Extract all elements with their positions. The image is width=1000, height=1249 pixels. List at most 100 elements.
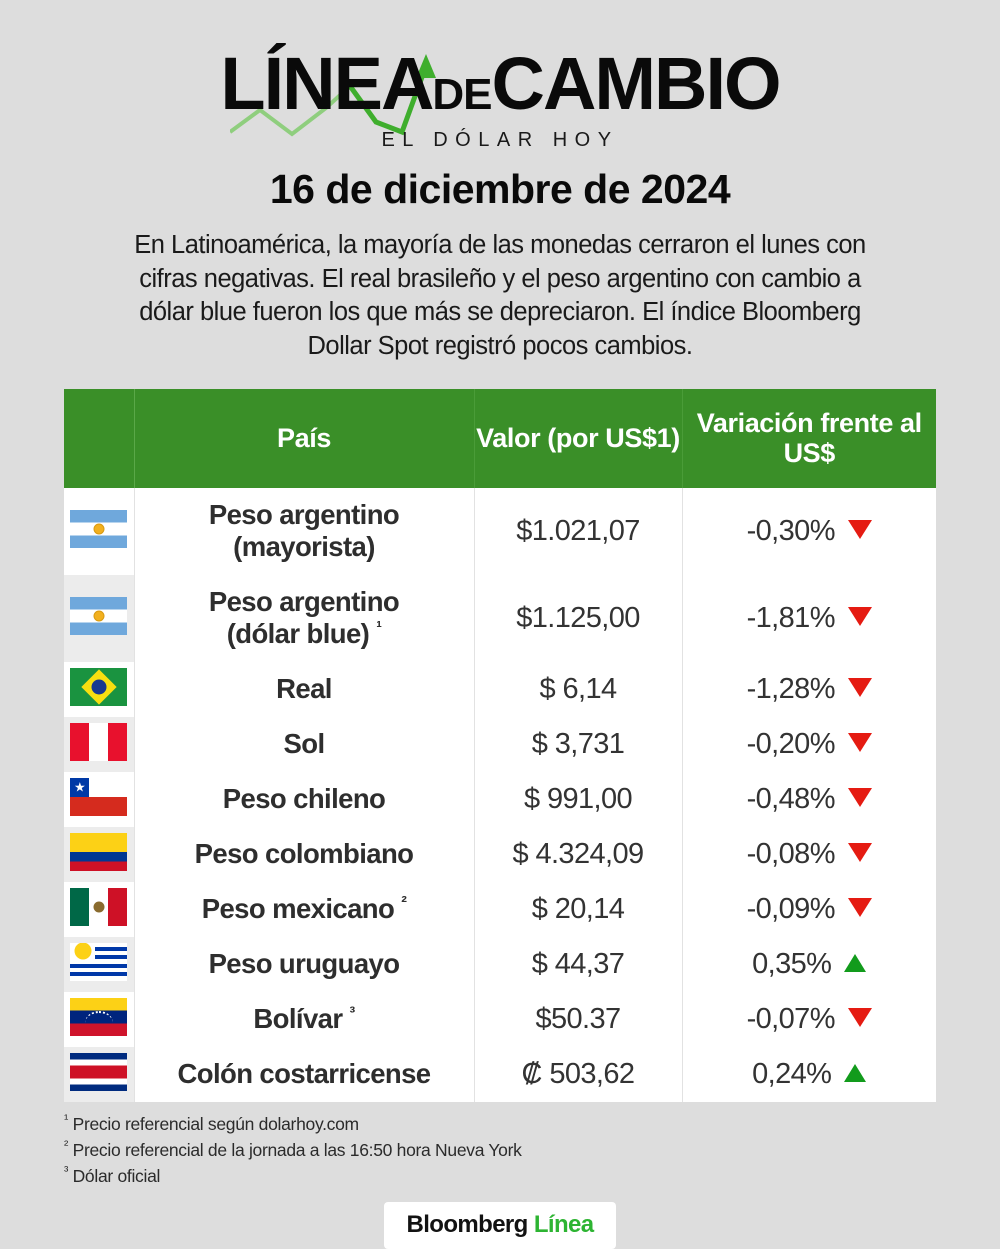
currency-variation-cell: -1,81% [682,574,936,662]
country-flag-cell [64,881,135,937]
flag-colombia-icon [70,832,128,875]
footnote-marker: ² [64,1136,69,1152]
table-row: Peso colombiano $ 4.324,09 -0,08% [64,826,936,882]
variation-value: -0,48% [746,782,836,815]
currency-value-cell: $ 20,14 [474,881,683,937]
brand-title: LÍNEADECAMBIO [220,46,781,133]
column-header-flag [64,388,135,488]
flag-chile-icon: ★ [70,777,128,820]
currency-name-cell: Bolívar ³ [134,991,475,1047]
footnote-text: Precio referencial de la jornada a las 1… [72,1139,522,1160]
variation-value: -1,28% [746,672,836,705]
arrow-down-icon [847,677,872,697]
currency-name-cell: Peso argentino (dólar blue) ¹ [134,574,475,662]
country-flag-cell [64,487,135,575]
currency-variation-cell: 0,24% [682,1046,936,1102]
flag-costa-rica-icon [70,1052,128,1095]
currency-name-cell: Peso mexicano ² [134,881,475,937]
footnote-item: ¹ Precio referencial según dolarhoy.com [64,1110,936,1136]
country-flag-cell: ★ [64,771,135,827]
currency-value-cell: $50.37 [474,991,683,1047]
bloomberg-linea-logo: Bloomberg Línea [384,1202,616,1249]
flag-venezuela-icon [70,997,128,1040]
country-flag-cell [64,826,135,882]
arrow-down-icon [847,606,872,626]
variation-value: -1,81% [746,601,836,634]
country-flag-cell [64,936,135,992]
currency-value-cell: ₡ 503,62 [474,1046,683,1102]
currency-name-cell: Peso uruguayo [134,936,475,992]
summary-description: En Latinoamérica, la mayoría de las mone… [134,231,866,360]
currency-value-cell: $ 4.324,09 [474,826,683,882]
brand-subtitle: EL DÓLAR HOY [381,129,619,151]
currency-name-cell: Colón costarricense [134,1046,475,1102]
currency-name-cell: Real [134,661,475,717]
variation-value: 0,24% [752,1057,832,1090]
column-header-variation: Variación frente al US$ [682,388,936,488]
currency-value-cell: $ 3,731 [474,716,683,772]
table-row: Peso mexicano ² $ 20,14 -0,09% [64,881,936,937]
currency-value-cell: $1.125,00 [474,574,683,662]
currency-table-container: País Valor (por US$1) Variación frente a… [64,388,936,1102]
currency-name-cell: Sol [134,716,475,772]
flag-mexico-icon [70,887,128,930]
flag-argentina-icon [70,509,128,552]
currency-variation-cell: -0,07% [682,992,936,1047]
arrow-down-icon [847,519,872,539]
flag-uruguay-icon [70,942,128,985]
currency-value-cell: $ 991,00 [474,771,683,827]
table-row: Peso argentino (dólar blue) ¹ $1.125,00 -1,… [64,574,936,662]
currency-variation-cell: -0,30% [682,488,936,575]
arrow-up-icon [844,953,867,972]
footnote-item: ² Precio referencial de la jornada a las… [64,1136,936,1162]
currency-name-cell: Peso colombiano [134,826,475,882]
variation-value: 0,35% [752,947,832,980]
variation-value: -0,08% [746,837,836,870]
arrow-down-icon [847,842,872,862]
table-body: Peso argentino (mayorista) $1.021,07 -0,30%… [64,487,936,1102]
currency-variation-cell: -1,28% [682,662,936,717]
currency-variation-cell: 0,35% [682,936,936,992]
footnote-text: Precio referencial según dolarhoy.com [72,1113,360,1134]
country-flag-cell [64,661,135,717]
flag-argentina-icon [70,596,128,639]
currency-table: País Valor (por US$1) Variación frente a… [64,388,936,1102]
table-row: Real $ 6,14 -1,28% [64,661,936,717]
arrow-down-icon [847,1007,872,1027]
variation-value: -0,30% [746,514,836,547]
brand-title-linea: LÍNEA [220,42,434,125]
brand-wordmark: LÍNEADECAMBIO [220,46,782,137]
footnote-marker: ¹ [64,1110,69,1126]
arrow-up-icon [844,1063,867,1082]
footnote-marker: ³ [64,1163,69,1179]
footnotes-block: ¹ Precio referencial según dolarhoy.com ²… [64,1110,936,1189]
column-header-value: Valor (por US$1) [474,388,683,488]
currency-variation-cell: -0,08% [682,826,936,882]
country-flag-cell [64,716,135,772]
currency-variation-cell: -0,09% [682,882,936,937]
footnote-text: Dólar oficial [72,1165,161,1186]
footer-logo-container: Bloomberg Línea [0,1202,1000,1249]
country-flag-cell [64,991,135,1047]
logo-bloomberg-text: Bloomberg [406,1211,528,1239]
variation-value: -0,07% [746,1002,836,1035]
column-header-country: País [134,388,475,488]
variation-value: -0,20% [746,727,836,760]
brand-header: LÍNEADECAMBIO EL DÓLAR HOY 16 de diciemb… [0,0,1000,213]
table-row: ★ Peso chileno $ 991,00 -0,48% [64,771,936,827]
currency-name-cell: Peso chileno [134,771,475,827]
arrow-down-icon [847,897,872,917]
arrow-down-icon [847,787,872,807]
table-row: Peso argentino (mayorista) $1.021,07 -0,30% [64,487,936,575]
logo-linea-text: Línea [533,1211,594,1239]
currency-value-cell: $ 6,14 [474,661,683,717]
footnote-item: ³ Dólar oficial [64,1162,936,1188]
table-row: Sol $ 3,731 -0,20% [64,716,936,772]
country-flag-cell [64,1046,135,1102]
currency-variation-cell: -0,48% [682,772,936,827]
arrow-down-icon [847,732,872,752]
table-row: Colón costarricense ₡ 503,62 0,24% [64,1046,936,1102]
report-date: 16 de diciembre de 2024 [269,166,731,212]
flag-peru-icon [70,722,128,765]
table-row: Peso uruguayo $ 44,37 0,35% [64,936,936,992]
